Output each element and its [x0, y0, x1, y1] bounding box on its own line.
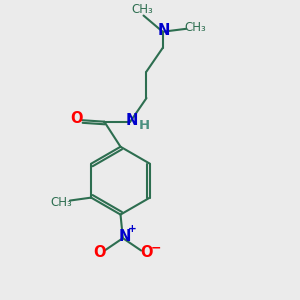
- Text: CH₃: CH₃: [50, 196, 72, 208]
- Text: CH₃: CH₃: [185, 21, 207, 34]
- Text: −: −: [151, 242, 161, 255]
- Text: N: N: [125, 113, 138, 128]
- Text: O: O: [140, 245, 153, 260]
- Text: O: O: [93, 245, 106, 260]
- Text: CH₃: CH₃: [131, 2, 153, 16]
- Text: H: H: [139, 119, 150, 132]
- Text: N: N: [158, 23, 170, 38]
- Text: N: N: [118, 230, 130, 244]
- Text: O: O: [70, 111, 83, 126]
- Text: +: +: [128, 224, 137, 234]
